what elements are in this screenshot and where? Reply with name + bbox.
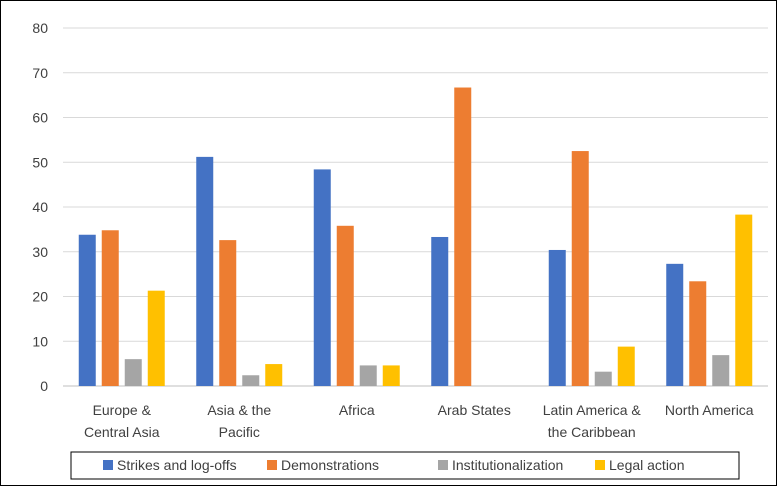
y-tick-label: 80 xyxy=(32,20,48,36)
x-category-label: Europe & xyxy=(93,402,152,418)
bar-demonstrations-5 xyxy=(689,281,707,386)
bar-legal-action-4 xyxy=(617,346,635,386)
x-category-label: Pacific xyxy=(219,424,260,440)
bar-strikes-and-log-offs-5 xyxy=(666,263,684,386)
x-category-label: the Caribbean xyxy=(548,424,636,440)
bar-strikes-and-log-offs-3 xyxy=(431,236,449,386)
bar-institutionalization-5 xyxy=(712,355,730,386)
y-tick-label: 40 xyxy=(32,199,48,215)
legend-label: Demonstrations xyxy=(281,457,379,473)
bar-demonstrations-2 xyxy=(336,225,354,386)
y-tick-label: 20 xyxy=(32,289,48,305)
legend-swatch xyxy=(103,460,113,470)
y-tick-label: 30 xyxy=(32,244,48,260)
x-category-label: Latin America & xyxy=(543,402,642,418)
bar-legal-action-2 xyxy=(382,365,400,386)
bar-demonstrations-4 xyxy=(571,151,589,386)
x-category-label: Asia & the xyxy=(207,402,271,418)
x-category-label: Central Asia xyxy=(84,424,160,440)
bar-institutionalization-4 xyxy=(594,371,612,386)
y-tick-label: 0 xyxy=(40,378,48,394)
bar-strikes-and-log-offs-1 xyxy=(196,156,214,386)
bar-demonstrations-1 xyxy=(219,240,237,386)
y-tick-label: 70 xyxy=(32,65,48,81)
x-category-label: North America xyxy=(665,402,754,418)
bar-legal-action-5 xyxy=(735,214,753,386)
bar-institutionalization-2 xyxy=(359,365,377,386)
bar-legal-action-1 xyxy=(265,364,283,386)
bar-institutionalization-1 xyxy=(242,375,260,386)
y-tick-label: 50 xyxy=(32,154,48,170)
bar-institutionalization-0 xyxy=(124,359,142,386)
legend-swatch xyxy=(267,460,277,470)
legend-label: Institutionalization xyxy=(452,457,563,473)
legend-label: Strikes and log-offs xyxy=(117,457,237,473)
bar-demonstrations-3 xyxy=(454,87,472,386)
legend-swatch xyxy=(595,460,605,470)
bar-demonstrations-0 xyxy=(101,230,119,386)
x-category-label: Arab States xyxy=(438,402,511,418)
y-tick-label: 60 xyxy=(32,110,48,126)
legend xyxy=(70,451,740,480)
legend-label: Legal action xyxy=(609,457,685,473)
bar-legal-action-0 xyxy=(147,290,165,386)
y-tick-label: 10 xyxy=(32,333,48,349)
bar-strikes-and-log-offs-2 xyxy=(313,169,331,386)
bar-strikes-and-log-offs-0 xyxy=(78,234,96,386)
bar-strikes-and-log-offs-4 xyxy=(548,249,566,386)
x-category-label: Africa xyxy=(339,402,375,418)
legend-swatch xyxy=(438,460,448,470)
